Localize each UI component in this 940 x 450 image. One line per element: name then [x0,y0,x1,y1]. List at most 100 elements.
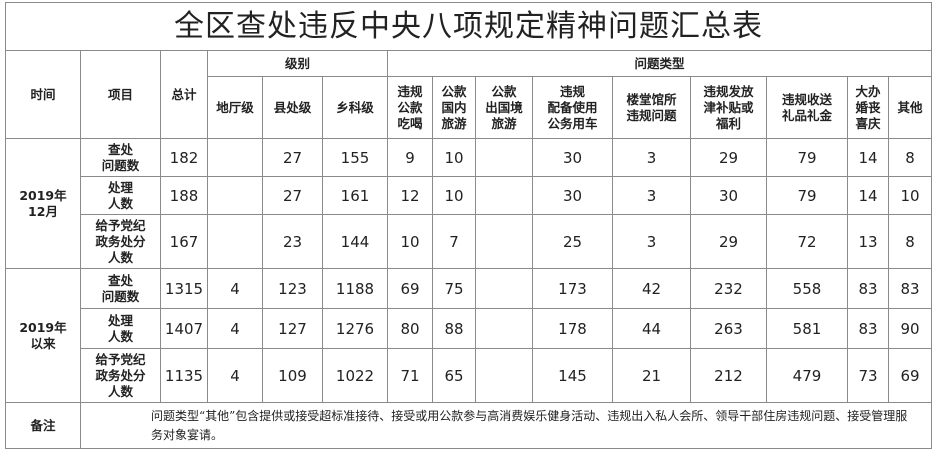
value-cell: 80 [387,308,433,349]
cell-line: 福利 [715,115,741,131]
value-cell: 27 [262,138,323,177]
value-cell: 479 [766,348,848,403]
cell-line: 处理 [107,179,133,195]
value-cell: 88 [432,308,476,349]
cell-line: 出国境 [485,99,523,115]
item-cell: 处理 人数 [80,308,161,349]
value-cell: 182 [160,138,208,177]
cell-line: 其他 [897,99,923,115]
value-cell: 10 [432,138,476,177]
cell-line: 查处 [107,141,133,157]
note-label: 备注 [5,402,81,449]
value-cell: 83 [847,308,889,349]
value-cell: 9 [387,138,433,177]
value-cell: 12 [387,176,433,215]
item-cell: 查处 问题数 [80,268,161,309]
value-cell: 23 [262,214,323,269]
header-problem-item: 公款 出国境 旅游 [475,76,533,139]
value-cell: 75 [432,268,476,309]
value-cell: 79 [766,138,848,177]
data-row: 2019年 12月 查处 问题数 182 27 155 9 10 30 3 29 79 14 8 [5,138,933,269]
value-cell [207,214,263,269]
value-cell: 178 [532,308,613,349]
cell-line: 旅游 [491,115,517,131]
value-cell: 558 [766,268,848,309]
value-cell: 25 [532,214,613,269]
cell-line: 人数 [107,383,133,399]
cell-line: 政务处分 [95,233,146,249]
value-cell: 581 [766,308,848,349]
value-cell: 3 [612,214,691,269]
value-cell: 173 [532,268,613,309]
value-cell: 123 [262,268,323,309]
value-cell: 10 [887,176,933,215]
header-level-item: 乡科级 [322,76,388,139]
cell-line: 政务处分 [95,367,146,383]
value-cell: 30 [532,138,613,177]
cell-line: 2019年 [19,187,67,203]
cell-line: 问题数 [101,157,140,173]
value-cell: 109 [262,348,323,403]
data-row: 给予党纪 政务处分 人数 167 23 144 10 7 25 3 29 72 13 8 [6,214,933,269]
cell-line: 旅游 [441,115,467,131]
value-cell: 4 [207,348,263,403]
data-row: 处理 人数 1407 4 127 1276 80 88 178 44 263 581 83 90 [6,308,933,349]
value-cell: 14 [847,138,889,177]
cell-line: 违规 [397,83,423,99]
value-cell: 21 [612,348,691,403]
header-level-item: 地厅级 [207,76,263,139]
header-problem-item: 其他 [887,76,933,139]
value-cell: 127 [262,308,323,349]
value-cell: 73 [847,348,889,403]
cell-line: 喜庆 [855,115,881,131]
value-cell: 30 [532,176,613,215]
cell-line: 婚丧 [855,99,881,115]
cell-line: 12月 [28,203,58,219]
header-problem-item: 违规 公款 吃喝 [387,76,433,139]
value-cell: 29 [690,138,767,177]
cell-line: 违规收送 [781,91,832,107]
item-cell: 给予党纪 政务处分 人数 [80,348,161,403]
header-item: 项目 [80,50,161,139]
value-cell: 8 [887,138,933,177]
header-problem-item: 楼堂馆所 违规问题 [612,76,691,139]
value-cell: 1188 [322,268,388,309]
cell-line: 人数 [107,249,133,265]
value-cell: 263 [690,308,767,349]
value-cell: 83 [887,268,933,309]
value-cell [475,268,533,309]
value-cell: 10 [387,214,433,269]
value-cell: 10 [432,176,476,215]
cell-line: 人数 [107,195,133,211]
header-total: 总计 [160,50,208,139]
cell-line: 公务用车 [547,115,598,131]
data-row: 给予党纪 政务处分 人数 1135 4 109 1022 71 65 145 21 212 479 73 6… [6,348,933,403]
value-cell: 4 [207,268,263,309]
note-text: 问题类型“其他”包含提供或接受超标准接待、接受或用公款参与高消费娱乐健身活动、违… [79,402,933,449]
value-cell: 27 [262,176,323,215]
value-cell: 7 [432,214,476,269]
value-cell: 3 [612,138,691,177]
summary-table: 全区查处违反中央八项规定精神问题汇总表 时间 项目 总计 级别 问题类型 地厅级… [4,2,933,449]
value-cell [475,214,533,269]
value-cell: 69 [387,268,433,309]
header-problem-item: 违规发放 津补贴或 福利 [690,76,767,139]
value-cell: 29 [690,214,767,269]
value-cell: 155 [322,138,388,177]
value-cell: 72 [766,214,848,269]
value-cell: 65 [432,348,476,403]
header-problem-type: 问题类型 [386,50,933,77]
time-cell: 2019年 以来 [5,268,81,403]
header-level: 级别 [207,50,388,77]
value-cell: 30 [690,176,767,215]
value-cell: 69 [887,348,933,403]
value-cell [475,176,533,215]
cell-line: 国内 [441,99,467,115]
value-cell [475,138,533,177]
value-cell: 1315 [160,268,208,309]
value-cell: 145 [532,348,613,403]
time-cell: 2019年 12月 [5,138,81,269]
cell-line: 违规问题 [626,107,677,123]
table-title: 全区查处违反中央八项规定精神问题汇总表 [4,2,933,51]
